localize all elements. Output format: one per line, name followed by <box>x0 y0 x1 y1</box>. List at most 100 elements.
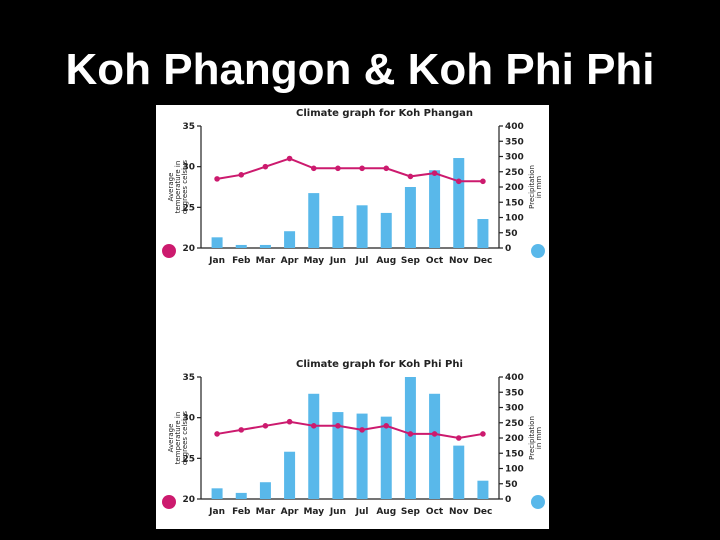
temperature-legend-marker <box>162 495 176 509</box>
left-axis-label-line: degrees celsius <box>181 411 189 466</box>
precipitation-bar <box>380 416 392 499</box>
right-axis-tick-label: 150 <box>505 198 524 208</box>
x-axis-tick-label: Dec <box>473 507 492 517</box>
climate-chart-1: Climate graph for Koh Phangan20253035050… <box>162 108 545 266</box>
x-axis-tick-label: Feb <box>232 507 251 517</box>
x-axis-tick-label: Feb <box>232 256 251 266</box>
temperature-point <box>286 418 293 425</box>
right-axis-label: Precipitation in mm <box>528 416 543 460</box>
temperature-point <box>310 165 317 172</box>
x-axis-tick-label: Oct <box>426 507 444 517</box>
right-axis-tick-label: 350 <box>505 388 524 398</box>
temperature-point <box>310 423 317 429</box>
precipitation-bar <box>453 445 465 499</box>
left-axis-tick-label: 25 <box>182 203 195 213</box>
precipitation-bar <box>284 231 296 248</box>
right-axis-tick-label: 100 <box>505 465 524 475</box>
right-axis-tick-label: 250 <box>505 419 524 429</box>
precipitation-bar <box>332 412 344 499</box>
right-axis-tick-label: 0 <box>505 244 511 254</box>
x-axis-tick-label: Sep <box>401 256 421 266</box>
chart-title: Climate graph for Koh Phi Phi <box>296 359 463 370</box>
temperature-point <box>262 163 269 170</box>
temperature-point <box>431 431 438 437</box>
temperature-point <box>383 165 390 172</box>
left-axis-tick-label: 35 <box>182 373 195 383</box>
precipitation-bar <box>332 215 344 248</box>
temperature-line <box>216 420 484 440</box>
temperature-point <box>262 423 269 429</box>
left-axis-tick-label: 20 <box>182 495 195 505</box>
right-axis-label-line: Precipitation <box>528 416 536 460</box>
x-axis-tick-label: Sep <box>401 507 421 517</box>
climate-graphs-svg: Climate graph for Koh Phangan20253035050… <box>162 108 545 517</box>
temperature-point <box>286 155 293 162</box>
x-axis-tick-label: Nov <box>449 256 469 266</box>
left-axis-label-line: degrees celsius <box>181 160 189 215</box>
temperature-point <box>407 173 414 180</box>
left-axis-tick-label: 35 <box>182 122 195 132</box>
left-axis-tick-label: 30 <box>182 163 195 173</box>
precipitation-bar <box>404 377 416 499</box>
left-axis-tick-label: 20 <box>182 244 195 254</box>
temperature-line <box>216 157 483 183</box>
x-axis-tick-label: Jul <box>355 256 369 266</box>
x-axis-tick-label: Aug <box>376 507 396 517</box>
precipitation-bar <box>308 193 320 248</box>
temperature-point <box>407 431 414 437</box>
precipitation-bar <box>211 488 223 499</box>
left-axis-label-line: temperature in <box>174 161 182 214</box>
x-axis-tick-label: Apr <box>281 507 299 517</box>
right-axis-label-line: in mm <box>535 427 543 449</box>
precipitation-bar <box>453 158 465 248</box>
x-axis-tick-label: Apr <box>281 256 299 266</box>
precipitation-bar <box>429 170 441 248</box>
left-axis-label-line: Average <box>167 424 175 453</box>
left-axis-label: Average temperature in degrees celsius <box>167 160 189 215</box>
temperature-point <box>359 165 365 172</box>
climate-chart-2: Climate graph for Koh Phi Phi20253035050… <box>162 359 545 517</box>
temperature-point <box>238 427 245 433</box>
temperature-legend-marker <box>162 244 176 258</box>
temperature-point <box>214 431 220 437</box>
right-axis-tick-label: 300 <box>505 404 524 414</box>
right-axis-label-line: in mm <box>535 176 543 198</box>
x-axis-tick-label: Jun <box>329 507 346 517</box>
left-axis-label: Average temperature in degrees celsius <box>167 411 189 466</box>
left-axis-tick-label: 25 <box>182 454 195 464</box>
precipitation-legend-marker <box>531 495 545 509</box>
x-axis-tick-label: Nov <box>449 507 469 517</box>
precipitation-bar <box>429 393 441 499</box>
precipitation-bar <box>477 480 489 499</box>
x-axis-tick-label: Jan <box>208 256 225 266</box>
x-axis-tick-label: Oct <box>426 256 444 266</box>
right-axis-tick-label: 0 <box>505 495 511 505</box>
temperature-point <box>455 435 462 441</box>
right-axis-tick-label: 50 <box>505 480 518 490</box>
right-axis-tick-label: 100 <box>505 214 524 224</box>
temperature-point <box>335 423 341 429</box>
precipitation-bar <box>308 393 320 499</box>
right-axis-label: Precipitation in mm <box>528 165 543 209</box>
x-axis-tick-label: Dec <box>473 256 492 266</box>
temperature-point <box>455 178 462 185</box>
precipitation-bar <box>477 219 489 248</box>
precipitation-bar <box>404 187 416 248</box>
temperature-point <box>359 427 365 433</box>
temperature-point <box>431 170 438 176</box>
right-axis-tick-label: 250 <box>505 168 524 178</box>
precipitation-bar <box>235 244 247 248</box>
x-axis-tick-label: Jul <box>355 507 369 517</box>
precipitation-bar <box>284 451 296 499</box>
precipitation-bar <box>235 492 247 499</box>
right-axis-tick-label: 200 <box>505 183 524 193</box>
precipitation-legend-marker <box>531 244 545 258</box>
precipitation-bar <box>259 482 271 499</box>
right-axis-tick-label: 400 <box>505 122 524 132</box>
x-axis-tick-label: Jan <box>208 507 225 517</box>
climate-graphs-figure: Climate graph for Koh Phangan 20 25 30 35 0 50… <box>156 105 549 529</box>
chart-title: Climate graph for Koh Phangan <box>296 108 473 119</box>
temperature-point <box>383 423 390 429</box>
precipitation-bar <box>356 413 368 499</box>
x-axis-tick-label: May <box>303 256 324 266</box>
